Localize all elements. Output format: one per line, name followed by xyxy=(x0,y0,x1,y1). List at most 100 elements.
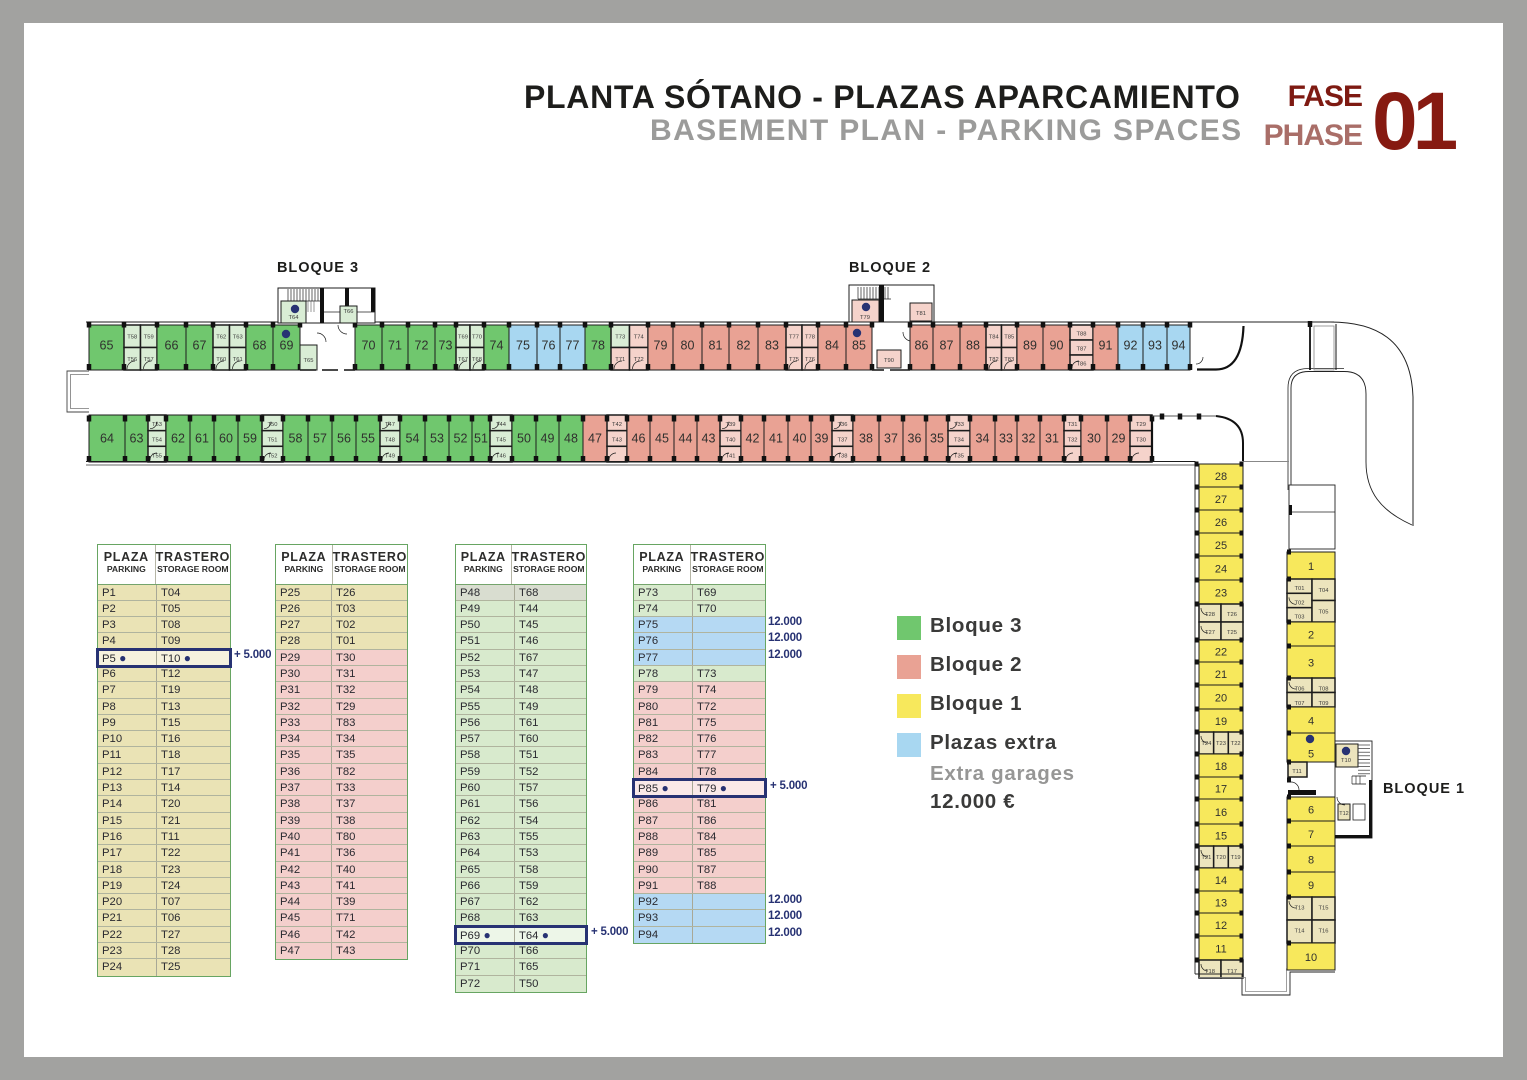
svg-text:61: 61 xyxy=(195,432,209,446)
svg-text:T30: T30 xyxy=(1136,438,1146,444)
svg-text:BLOQUE 3: BLOQUE 3 xyxy=(277,260,359,276)
svg-text:92: 92 xyxy=(1124,339,1138,353)
svg-text:T46: T46 xyxy=(496,453,506,459)
svg-text:28: 28 xyxy=(1215,471,1227,483)
svg-text:17: 17 xyxy=(1215,784,1227,796)
svg-text:T19: T19 xyxy=(1231,855,1241,861)
svg-text:T87: T87 xyxy=(1077,347,1087,353)
svg-text:7: 7 xyxy=(1308,829,1314,841)
svg-text:93: 93 xyxy=(1148,339,1162,353)
svg-text:35: 35 xyxy=(930,432,944,446)
svg-text:5: 5 xyxy=(1308,749,1314,761)
svg-text:T39: T39 xyxy=(726,422,736,428)
svg-text:87: 87 xyxy=(940,339,954,353)
svg-text:26: 26 xyxy=(1215,517,1227,529)
svg-text:90: 90 xyxy=(1050,339,1064,353)
svg-text:79: 79 xyxy=(654,339,668,353)
svg-text:T48: T48 xyxy=(385,438,395,444)
svg-text:T53: T53 xyxy=(152,422,162,428)
svg-text:T29: T29 xyxy=(1136,422,1146,428)
svg-text:50: 50 xyxy=(517,432,531,446)
svg-text:T06: T06 xyxy=(1295,687,1305,693)
svg-text:T27: T27 xyxy=(1205,630,1215,636)
svg-text:T23: T23 xyxy=(1216,741,1226,747)
svg-text:21: 21 xyxy=(1215,669,1227,681)
svg-text:64: 64 xyxy=(100,432,114,446)
svg-text:68: 68 xyxy=(253,339,267,353)
svg-text:56: 56 xyxy=(337,432,351,446)
svg-text:T03: T03 xyxy=(1295,615,1305,621)
svg-text:67: 67 xyxy=(193,339,207,353)
svg-text:T63: T63 xyxy=(233,335,243,341)
svg-text:T17: T17 xyxy=(1227,969,1237,975)
svg-text:T07: T07 xyxy=(1295,701,1305,707)
svg-text:18: 18 xyxy=(1215,761,1227,773)
svg-text:38: 38 xyxy=(859,432,873,446)
svg-text:T02: T02 xyxy=(1295,600,1305,606)
svg-text:T33: T33 xyxy=(954,422,964,428)
svg-text:70: 70 xyxy=(362,339,376,353)
svg-text:73: 73 xyxy=(439,339,453,353)
svg-text:T45: T45 xyxy=(496,438,506,444)
svg-text:74: 74 xyxy=(490,339,504,353)
svg-text:T62: T62 xyxy=(216,335,226,341)
svg-text:T74: T74 xyxy=(634,335,645,341)
svg-text:T83: T83 xyxy=(1004,357,1014,363)
svg-text:62: 62 xyxy=(171,432,185,446)
svg-text:T28: T28 xyxy=(1205,612,1215,618)
svg-text:14: 14 xyxy=(1215,875,1227,887)
svg-text:60: 60 xyxy=(219,432,233,446)
svg-text:37: 37 xyxy=(884,432,898,446)
svg-text:T57: T57 xyxy=(144,357,154,363)
svg-text:T50: T50 xyxy=(268,422,278,428)
svg-text:86: 86 xyxy=(915,339,929,353)
svg-text:39: 39 xyxy=(815,432,829,446)
svg-text:47: 47 xyxy=(588,432,602,446)
svg-text:T61: T61 xyxy=(233,357,243,363)
svg-text:BLOQUE 1: BLOQUE 1 xyxy=(1383,781,1465,797)
svg-text:T52: T52 xyxy=(268,453,278,459)
svg-text:T38: T38 xyxy=(838,453,848,459)
svg-text:71: 71 xyxy=(388,339,402,353)
svg-text:T44: T44 xyxy=(496,422,507,428)
svg-text:T26: T26 xyxy=(1227,612,1237,618)
svg-text:T68: T68 xyxy=(472,357,482,363)
svg-text:T21: T21 xyxy=(1201,855,1211,861)
svg-text:T71: T71 xyxy=(615,357,625,363)
svg-text:16: 16 xyxy=(1215,807,1227,819)
svg-text:48: 48 xyxy=(564,432,578,446)
svg-text:11: 11 xyxy=(1215,944,1226,956)
svg-text:55: 55 xyxy=(361,432,375,446)
svg-text:15: 15 xyxy=(1215,831,1227,843)
svg-text:T66: T66 xyxy=(344,309,354,315)
svg-text:T36: T36 xyxy=(838,422,848,428)
svg-text:91: 91 xyxy=(1099,339,1113,353)
svg-text:25: 25 xyxy=(1215,540,1227,552)
svg-text:T35: T35 xyxy=(954,453,964,459)
svg-text:88: 88 xyxy=(966,339,980,353)
svg-text:1: 1 xyxy=(1308,561,1314,573)
svg-text:32: 32 xyxy=(1022,432,1036,446)
svg-text:T67: T67 xyxy=(458,357,468,363)
svg-text:T55: T55 xyxy=(152,453,162,459)
svg-text:T90: T90 xyxy=(884,358,894,364)
svg-text:53: 53 xyxy=(430,432,444,446)
svg-text:T14: T14 xyxy=(1295,929,1306,935)
svg-text:T05: T05 xyxy=(1319,610,1329,616)
svg-text:41: 41 xyxy=(769,432,783,446)
svg-text:66: 66 xyxy=(165,339,179,353)
svg-text:T41: T41 xyxy=(726,453,736,459)
svg-text:T79: T79 xyxy=(860,315,870,321)
svg-text:40: 40 xyxy=(793,432,807,446)
svg-text:69: 69 xyxy=(280,339,294,353)
svg-text:T86: T86 xyxy=(1077,362,1087,368)
svg-text:83: 83 xyxy=(765,339,779,353)
svg-text:19: 19 xyxy=(1215,716,1227,728)
svg-text:T64: T64 xyxy=(289,315,300,321)
svg-text:T81: T81 xyxy=(916,311,926,317)
svg-text:72: 72 xyxy=(415,339,429,353)
svg-text:33: 33 xyxy=(999,432,1013,446)
svg-text:T24: T24 xyxy=(1201,741,1212,747)
svg-text:42: 42 xyxy=(746,432,760,446)
svg-text:76: 76 xyxy=(542,339,556,353)
